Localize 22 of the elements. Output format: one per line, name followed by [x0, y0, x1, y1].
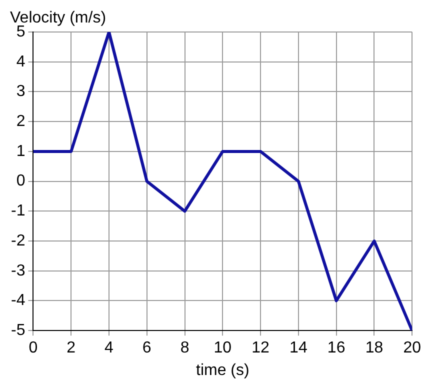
y-tick-label: -5: [10, 322, 26, 340]
x-axis-title: time (s): [196, 362, 250, 379]
x-tick-label: 4: [104, 340, 114, 357]
x-tick-label: 20: [403, 340, 422, 357]
x-tick-label: 10: [214, 340, 232, 357]
y-tick-label: 1: [16, 142, 26, 160]
y-tick-label: -4: [10, 292, 26, 310]
x-tick-label: 14: [290, 340, 308, 357]
y-tick-label: 2: [16, 112, 26, 130]
y-tick-label: 0: [16, 172, 26, 190]
y-tick-label: 3: [16, 83, 26, 100]
x-tick-label: 6: [142, 340, 152, 357]
x-tick-label: 8: [180, 340, 190, 357]
y-tick-label: -3: [10, 262, 26, 280]
x-tick-label: 2: [66, 340, 76, 357]
x-tick-label: 0: [28, 340, 38, 357]
x-tick-label: 18: [365, 340, 384, 357]
x-tick-label: 16: [327, 340, 346, 357]
y-tick-label: -2: [10, 232, 26, 250]
x-tick-label: 12: [252, 340, 270, 357]
y-tick-label: 4: [16, 53, 26, 70]
y-tick-label: -1: [10, 202, 26, 220]
